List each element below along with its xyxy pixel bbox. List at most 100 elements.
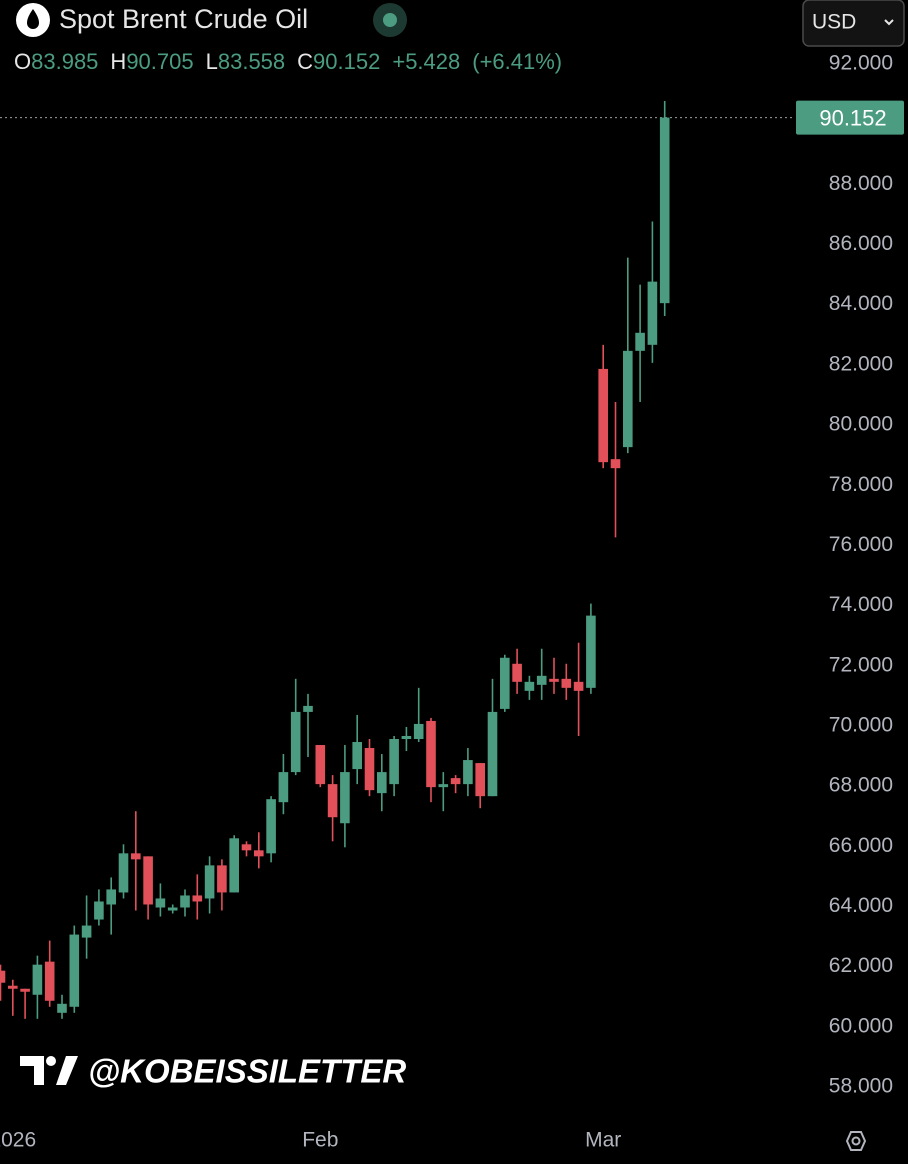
candle-body: [20, 988, 30, 992]
ohlc-value: 90.705: [126, 49, 193, 74]
x-tick-label: Feb: [302, 1129, 338, 1152]
candle-body: [303, 705, 313, 712]
ohlc-value: 90.152: [313, 49, 380, 74]
candle-body: [143, 856, 153, 905]
candle-body: [167, 907, 178, 911]
candle-body: [610, 459, 621, 469]
y-tick-label: 74.000: [829, 593, 893, 616]
y-tick-label: 92.000: [829, 52, 893, 75]
x-tick-label: 2026: [0, 1129, 36, 1152]
settings-icon: [845, 1131, 867, 1151]
candle-body: [623, 350, 633, 448]
candle-body: [327, 784, 338, 818]
y-tick-label: 70.000: [829, 713, 893, 736]
currency-button[interactable]: [802, 0, 905, 47]
ohlc-key: H: [110, 49, 126, 74]
candle-body: [635, 332, 645, 351]
candle-body: [352, 742, 362, 770]
ohlc-key: L: [206, 49, 218, 74]
candle-body: [401, 735, 412, 739]
chart-title: Spot Brent Crude Oil: [59, 4, 308, 34]
candle-body: [536, 675, 547, 685]
candle-body: [155, 898, 166, 908]
candle-body: [500, 657, 510, 709]
candle-body: [364, 748, 375, 791]
candle-body: [475, 763, 485, 797]
candle-body: [598, 368, 608, 463]
logo-part: [56, 1056, 78, 1085]
settings-button[interactable]: [845, 1131, 867, 1151]
y-tick-label: 60.000: [829, 1014, 893, 1037]
candle-body: [106, 889, 116, 905]
candle-body: [659, 117, 670, 304]
status-dot: [383, 13, 397, 27]
candle-body: [229, 838, 239, 893]
candle-body: [118, 853, 129, 893]
candle-body: [438, 784, 449, 788]
candle-body: [192, 895, 203, 902]
candle-body: [524, 681, 535, 691]
logo-part: [46, 1056, 56, 1066]
candle-body: [586, 615, 596, 688]
y-tick-label: 88.000: [829, 172, 893, 195]
candle-body: [549, 678, 559, 682]
candle-body: [413, 723, 424, 739]
settings-icon: [851, 1136, 861, 1146]
watermark: @KOBEISSILETTER: [88, 1053, 406, 1090]
candle-body: [377, 772, 387, 794]
candle-body: [32, 964, 43, 995]
candle-body: [57, 1003, 67, 1013]
candle-body: [647, 281, 658, 345]
y-tick-label: 78.000: [829, 473, 893, 496]
candle-body: [44, 961, 55, 1001]
candle-body: [487, 711, 498, 797]
candle-body: [561, 678, 572, 688]
y-tick-label: 68.000: [829, 774, 893, 797]
candle-body: [389, 738, 399, 785]
candle-body: [450, 778, 461, 785]
candle-body: [180, 895, 190, 908]
currency-label: USD: [812, 11, 856, 34]
y-tick-label: 86.000: [829, 232, 893, 255]
logo-part: [20, 1056, 44, 1085]
y-tick-label: 82.000: [829, 352, 893, 375]
candle-body: [131, 853, 141, 860]
y-tick-label: 80.000: [829, 413, 893, 436]
tradingview-logo: [20, 1056, 78, 1085]
candle-body: [8, 985, 18, 989]
dropdown-arrow: [884, 19, 894, 26]
last-price-label: 90.152: [819, 105, 886, 130]
candle-body: [81, 925, 92, 938]
candle-body: [573, 681, 584, 691]
candle-body: [0, 970, 6, 983]
last-price-tag: [796, 100, 904, 135]
candle-body: [426, 720, 436, 788]
ohlc-legend: O83.985 H90.705 L83.558 C90.152 +5.428 (+6.41…: [14, 49, 562, 74]
candle-body: [241, 844, 252, 851]
candle-body: [217, 865, 227, 893]
drop-icon: [27, 9, 39, 29]
candle-body: [463, 760, 473, 785]
ohlc-key: C: [297, 49, 313, 74]
candle-body: [254, 850, 264, 857]
candle-body: [69, 934, 80, 1007]
candle-body: [278, 772, 289, 803]
candle-body: [266, 799, 276, 854]
ohlc-value: 83.558: [218, 49, 285, 74]
candle-body: [290, 711, 301, 773]
y-tick-label: 58.000: [829, 1075, 893, 1098]
candle-body: [340, 772, 350, 824]
ohlc-text: O83.985 H90.705 L83.558 C90.152 +5.428 (+6.41…: [14, 49, 562, 74]
ohlc-value: 83.985: [31, 49, 98, 74]
candle-body: [512, 663, 522, 682]
x-tick-label: Mar: [585, 1129, 621, 1152]
y-tick-label: 64.000: [829, 894, 893, 917]
y-tick-label: 62.000: [829, 954, 893, 977]
change-percent: (+6.41%): [472, 49, 562, 74]
candle-body: [94, 901, 104, 920]
y-tick-label: 66.000: [829, 834, 893, 857]
y-tick-label: 84.000: [829, 292, 893, 315]
candle-body: [204, 865, 215, 899]
